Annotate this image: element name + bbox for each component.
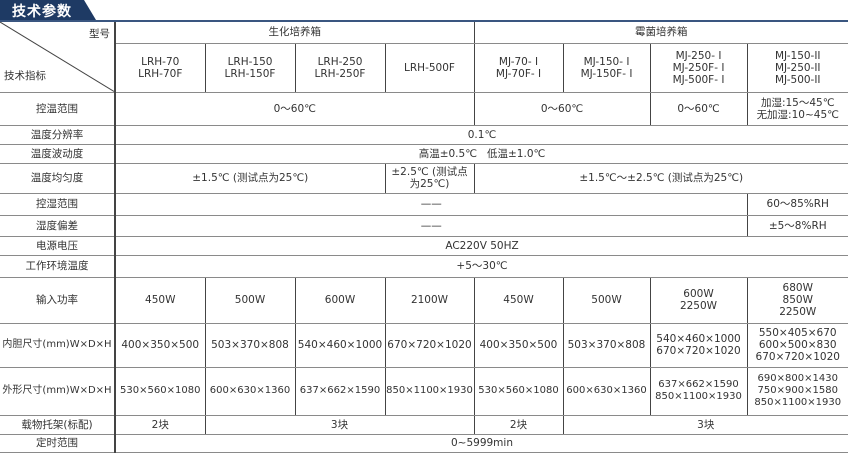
value-cell: 530×560×1080 <box>473 366 564 416</box>
row-label: 输入功率 <box>0 276 116 324</box>
row-temp-uniformity: 温度均匀度 ±1.5℃ (测试点为25℃) ±2.5℃ (测试点 为25℃) ±… <box>0 162 848 194</box>
model-cell: MJ-250- I MJ-250F- I MJ-500F- I <box>649 42 748 93</box>
value-cell: 400×350×500 <box>473 322 564 368</box>
row-humidity-range: 控湿范围 —— 60～85%RH <box>0 192 848 216</box>
value-cell: 850×1100×1930 <box>384 366 475 416</box>
row-temp-resolution: 温度分辨率 0.1℃ <box>0 124 848 145</box>
row-shelves: 载物托架(标配) 2块 3块 2块 3块 <box>0 414 848 435</box>
spec-label: 技术指标 <box>4 69 46 82</box>
value-cell: 600W <box>294 276 386 324</box>
model-cell: MJ-150- I MJ-150F- I <box>562 42 651 93</box>
value-cell: 500W <box>204 276 296 324</box>
value-cell: 400×350×500 <box>114 322 206 368</box>
value-cell: +5～30℃ <box>114 254 848 278</box>
row-label: 外形尺寸(mm)W×D×H <box>0 366 116 416</box>
value-cell: —— <box>114 192 748 216</box>
value-cell: 450W <box>473 276 564 324</box>
model-cell: LRH-500F <box>384 42 475 93</box>
value-cell: 540×460×1000 <box>294 322 386 368</box>
header-group-row: 型号 技术指标 生化培养箱 霉菌培养箱 <box>0 22 848 93</box>
value-cell: 680W 850W 2250W <box>746 276 848 324</box>
spec-table: 型号 技术指标 生化培养箱 霉菌培养箱 LRH-70 LRH-70F LRH-1… <box>0 22 848 453</box>
value-cell: 0～60℃ <box>649 91 748 126</box>
value-cell: ±1.5℃～±2.5℃ (测试点为25℃) <box>473 162 848 194</box>
model-label: 型号 <box>89 28 110 40</box>
value-cell: ±2.5℃ (测试点 为25℃) <box>384 162 475 194</box>
row-temp-range: 控温范围 0～60℃ 0～60℃ 0～60℃ 加湿:15～45℃ 无加湿:10~… <box>0 91 848 126</box>
value-cell: 550×405×670 600×500×830 670×720×1020 <box>746 322 848 368</box>
row-label: 控温范围 <box>0 91 116 126</box>
row-inner-size: 内胆尺寸(mm)W×D×H 400×350×500 503×370×808 54… <box>0 322 848 368</box>
value-cell: 60～85%RH <box>746 192 848 216</box>
model-cell: LRH-250 LRH-250F <box>294 42 386 93</box>
value-cell: 2块 <box>473 414 564 435</box>
row-label: 温度分辨率 <box>0 124 116 145</box>
value-cell: 503×370×808 <box>562 322 651 368</box>
title-divider <box>0 20 848 22</box>
diagonal-header-cell: 型号 技术指标 <box>0 22 116 93</box>
section-title: 技术参数 <box>12 4 72 20</box>
row-outer-size: 外形尺寸(mm)W×D×H 530×560×1080 600×630×1360 … <box>0 366 848 416</box>
value-cell: 高温±0.5℃ 低温±1.0℃ <box>114 143 848 164</box>
value-cell: 加湿:15～45℃ 无加湿:10~45℃ <box>746 91 848 126</box>
value-cell: 0～60℃ <box>114 91 475 126</box>
value-cell: ±1.5℃ (测试点为25℃) <box>114 162 386 194</box>
value-cell: 600W 2250W <box>649 276 748 324</box>
row-label: 电源电压 <box>0 235 116 256</box>
row-label: 定时范围 <box>0 433 116 453</box>
row-temp-fluctuation: 温度波动度 高温±0.5℃ 低温±1.0℃ <box>0 143 848 164</box>
value-cell: 0～60℃ <box>473 91 651 126</box>
value-cell: AC220V 50HZ <box>114 235 848 256</box>
value-cell: 2100W <box>384 276 475 324</box>
row-label: 内胆尺寸(mm)W×D×H <box>0 322 116 368</box>
row-timer: 定时范围 0~5999min <box>0 433 848 453</box>
group-biochemical: 生化培养箱 <box>114 22 475 44</box>
value-cell: 0.1℃ <box>114 124 848 145</box>
value-cell: 500W <box>562 276 651 324</box>
row-label: 控湿范围 <box>0 192 116 216</box>
value-cell: 2块 <box>114 414 206 435</box>
value-cell: 670×720×1020 <box>384 322 475 368</box>
model-cell: MJ-150-II MJ-250-II MJ-500-II <box>746 42 848 93</box>
row-ambient-temp: 工作环境温度 +5～30℃ <box>0 254 848 278</box>
row-input-power: 输入功率 450W 500W 600W 2100W 450W 500W 600W… <box>0 276 848 324</box>
value-cell: 0~5999min <box>114 433 848 453</box>
row-label: 温度均匀度 <box>0 162 116 194</box>
value-cell: —— <box>114 214 748 237</box>
row-label: 湿度偏差 <box>0 214 116 237</box>
row-label: 载物托架(标配) <box>0 414 116 435</box>
model-cell: LRH-70 LRH-70F <box>114 42 206 93</box>
value-cell: 600×630×1360 <box>562 366 651 416</box>
section-title-bar <box>0 0 96 20</box>
row-humidity-deviation: 湿度偏差 —— ±5～8%RH <box>0 214 848 237</box>
value-cell: 540×460×1000 670×720×1020 <box>649 322 748 368</box>
group-mould: 霉菌培养箱 <box>473 22 848 44</box>
row-label: 温度波动度 <box>0 143 116 164</box>
value-cell: 600×630×1360 <box>204 366 296 416</box>
value-cell: 450W <box>114 276 206 324</box>
row-power-supply: 电源电压 AC220V 50HZ <box>0 235 848 256</box>
row-label: 工作环境温度 <box>0 254 116 278</box>
model-cell: MJ-70- I MJ-70F- I <box>473 42 564 93</box>
header-model-row: LRH-70 LRH-70F LRH-150 LRH-150F LRH-250 … <box>0 42 848 93</box>
model-cell: LRH-150 LRH-150F <box>204 42 296 93</box>
value-cell: 503×370×808 <box>204 322 296 368</box>
value-cell: 637×662×1590 <box>294 366 386 416</box>
value-cell: 3块 <box>204 414 475 435</box>
value-cell: ±5～8%RH <box>746 214 848 237</box>
value-cell: 530×560×1080 <box>114 366 206 416</box>
value-cell: 3块 <box>562 414 848 435</box>
value-cell: 690×800×1430 750×900×1580 850×1100×1930 <box>746 366 848 416</box>
value-cell: 637×662×1590 850×1100×1930 <box>649 366 748 416</box>
